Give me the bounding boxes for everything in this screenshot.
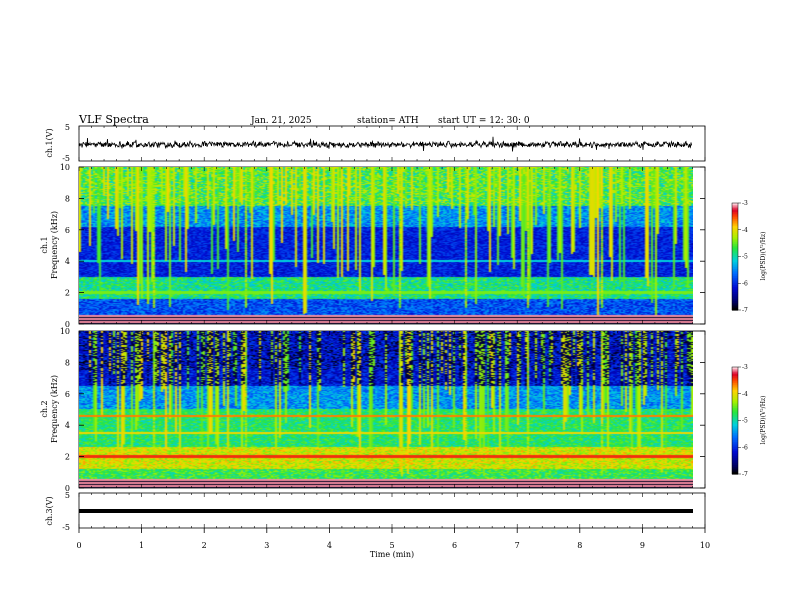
ch3-waveform-trace xyxy=(79,509,693,513)
ch1-colorbar: -3 -4 -5 -6 -7 log(PSD)(V²/Hz) xyxy=(731,200,767,314)
ch1-ylabel: ch.1(V) xyxy=(45,128,54,157)
header-start-time: start UT = 12: 30: 0 xyxy=(438,116,530,126)
ch1-ytick-4: 8 xyxy=(65,194,70,203)
x-tick-label-2: 2 xyxy=(202,541,207,550)
colorbar-tick-1-1: -4 xyxy=(742,227,748,234)
colorbar-tick-2-3: -6 xyxy=(742,444,748,451)
ch2-ytick-0: 0 xyxy=(65,484,70,493)
ch1-ytick-5: 10 xyxy=(60,163,70,172)
ch2-ytick-4: 8 xyxy=(65,358,70,367)
ch2-spectrogram-image xyxy=(79,331,693,488)
ch1-ylabel-channel: ch.1 xyxy=(40,236,49,253)
colorbar-tick-2-4: -7 xyxy=(742,471,748,478)
ch1-ytick-top: 5 xyxy=(65,123,70,132)
ch2-ytick-2: 4 xyxy=(65,421,70,430)
ch3-ylabel: ch.3(V) xyxy=(45,496,54,525)
x-tick-label-0: 0 xyxy=(76,541,81,550)
x-tick-label-7: 7 xyxy=(515,541,520,550)
ch1-waveform-trace xyxy=(78,136,692,152)
colorbar-tick-1-4: -7 xyxy=(742,307,748,314)
ch1-ytick-0: 0 xyxy=(65,320,70,329)
ch3-ytick-bottom: -5 xyxy=(62,523,70,532)
ch1-spectrogram-image xyxy=(79,167,693,324)
x-tick-label-4: 4 xyxy=(327,541,332,550)
x-axis: 0 1 2 3 4 5 6 7 8 9 10 xyxy=(76,528,710,550)
colorbar-tick-2-0: -3 xyxy=(742,364,748,371)
x-tick-label-8: 8 xyxy=(577,541,582,550)
ch2-ylabel-channel: ch.2 xyxy=(40,400,49,417)
x-tick-label-3: 3 xyxy=(264,541,269,550)
ch1-spectrogram-panel: 0 2 4 6 8 10 ch.1 Frequency (kHz) xyxy=(40,163,706,329)
colorbar-tick-2-2: -5 xyxy=(742,418,748,425)
ch2-ytick-3: 6 xyxy=(65,390,70,399)
ch1-colorbar-label: log(PSD)(V²/Hz) xyxy=(760,232,767,281)
colorbar-tick-2-1: -4 xyxy=(742,391,748,398)
ch2-spectrogram-panel: 0 2 4 6 8 10 ch.2 Frequency (kHz) xyxy=(40,327,706,493)
colorbar-tick-1-2: -5 xyxy=(742,254,748,261)
x-tick-label-10: 10 xyxy=(700,541,710,550)
ch1-waveform-panel: 5 -5 ch.1(V) xyxy=(45,123,706,163)
x-tick-label-9: 9 xyxy=(640,541,645,550)
header-station: station= ATH xyxy=(357,116,419,126)
ch1-ytick-bottom: -5 xyxy=(62,154,70,163)
ch2-colorbar-label: log(PSD)(V²/Hz) xyxy=(760,396,767,445)
x-tick-label-5: 5 xyxy=(389,541,394,550)
ch1-ylabel-frequency: Frequency (kHz) xyxy=(50,211,59,279)
colorbar-tick-1-0: -3 xyxy=(742,200,748,207)
ch1-ytick-1: 2 xyxy=(65,289,70,298)
ch3-ytick-top: 5 xyxy=(65,491,70,500)
ch3-waveform-panel: 5 -5 ch.3(V) xyxy=(45,491,706,532)
header-date: Jan. 21, 2025 xyxy=(250,116,312,126)
x-axis-label: Time (min) xyxy=(370,550,414,559)
colorbar-tick-1-3: -6 xyxy=(742,280,748,287)
ch1-ytick-2: 4 xyxy=(65,257,70,266)
ch2-colorbar: -3 -4 -5 -6 -7 log(PSD)(V²/Hz) xyxy=(731,364,767,478)
x-tick-label-1: 1 xyxy=(139,541,144,550)
x-tick-label-6: 6 xyxy=(452,541,457,550)
ch2-ylabel-frequency: Frequency (kHz) xyxy=(50,375,59,443)
ch2-ytick-1: 2 xyxy=(65,453,70,462)
ch2-ytick-5: 10 xyxy=(60,327,70,336)
ch1-ytick-3: 6 xyxy=(65,226,70,235)
figure-title: VLF Spectra xyxy=(78,113,149,126)
